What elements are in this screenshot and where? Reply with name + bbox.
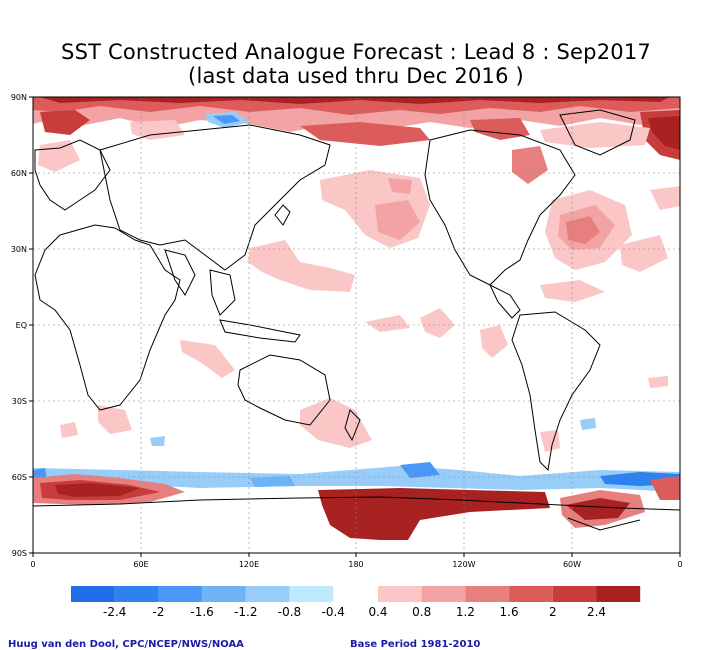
- legend-swatch: [71, 586, 115, 602]
- new-zealand-outline: [344, 409, 361, 442]
- latitude-labels: 90N 60N 30N EQ 30S 60S 90S: [11, 93, 27, 558]
- map-subtitle: (last data used thru Dec 2016 ): [188, 64, 524, 88]
- legend-swatch: [114, 586, 159, 602]
- indonesia-outline: [219, 319, 301, 343]
- map-title: SST Constructed Analogue Forecast : Lead…: [61, 40, 651, 64]
- japan-outline: [274, 204, 291, 226]
- legend-label: -2: [152, 605, 164, 619]
- lon-label: 0: [30, 560, 35, 569]
- antarctica-outline: [32, 496, 681, 511]
- lat-label: 60S: [12, 473, 27, 482]
- central-america-outline: [488, 283, 521, 319]
- legend-swatch: [378, 586, 422, 602]
- lon-label: 180: [348, 560, 363, 569]
- legend-label: 1.2: [456, 605, 475, 619]
- legend-label: 0.8: [412, 605, 431, 619]
- legend-label: 0.4: [368, 605, 387, 619]
- ross-sea-warm: [318, 488, 550, 540]
- legend-label: 2: [549, 605, 557, 619]
- legend-swatch: [289, 586, 334, 602]
- lat-label: 90S: [12, 549, 27, 558]
- legend-label: -1.6: [190, 605, 213, 619]
- legend-swatch: [596, 586, 641, 602]
- legend-swatch: [465, 586, 510, 602]
- longitude-labels: 0 60E 120E 180 120W 60W 0: [30, 560, 682, 569]
- lon-label: 120E: [239, 560, 259, 569]
- southern-ocean-cool-band: [33, 466, 680, 492]
- lon-label: 60E: [133, 560, 148, 569]
- legend-swatch: [509, 586, 553, 602]
- legend-swatch: [202, 586, 246, 602]
- legend-label: -0.8: [278, 605, 301, 619]
- asia-outline: [99, 124, 331, 271]
- base-period-note: Base Period 1981-2010: [350, 639, 481, 650]
- lat-label: EQ: [16, 321, 27, 330]
- africa-outline: [34, 224, 181, 411]
- legend-label: -1.2: [234, 605, 257, 619]
- greenland-outline: [559, 109, 636, 156]
- legend-swatch: [552, 586, 597, 602]
- axis-ticks: [29, 96, 681, 557]
- coastlines: [32, 109, 681, 531]
- lat-label: 30S: [12, 397, 27, 406]
- australia-outline: [237, 354, 331, 426]
- graticule: [33, 97, 680, 553]
- legend-label: -2.4: [103, 605, 126, 619]
- lat-label: 60N: [11, 169, 27, 178]
- india-outline: [164, 249, 196, 296]
- legend-label: 1.6: [500, 605, 519, 619]
- legend-label: 2.4: [587, 605, 606, 619]
- lat-label: 30N: [11, 245, 27, 254]
- lon-label: 0: [677, 560, 682, 569]
- anomaly-fields: [33, 97, 680, 540]
- legend-swatch: [158, 586, 203, 602]
- southeast-asia-outline: [209, 269, 236, 316]
- color-legend: -2.4 -2 -1.6 -1.2 -0.8 -0.4 0.4 0.8 1.2 1.6 2 2.4: [71, 586, 641, 619]
- lat-label: 90N: [11, 93, 27, 102]
- south-america-outline: [511, 311, 601, 472]
- legend-label: -0.4: [321, 605, 344, 619]
- europe-outline: [34, 139, 111, 211]
- lon-label: 120W: [452, 560, 475, 569]
- legend-swatch: [421, 586, 466, 602]
- author-credit: Huug van den Dool, CPC/NCEP/NWS/NOAA: [8, 639, 244, 650]
- lon-label: 60W: [563, 560, 581, 569]
- legend-swatch: [245, 586, 290, 602]
- north-america-outline: [424, 129, 576, 286]
